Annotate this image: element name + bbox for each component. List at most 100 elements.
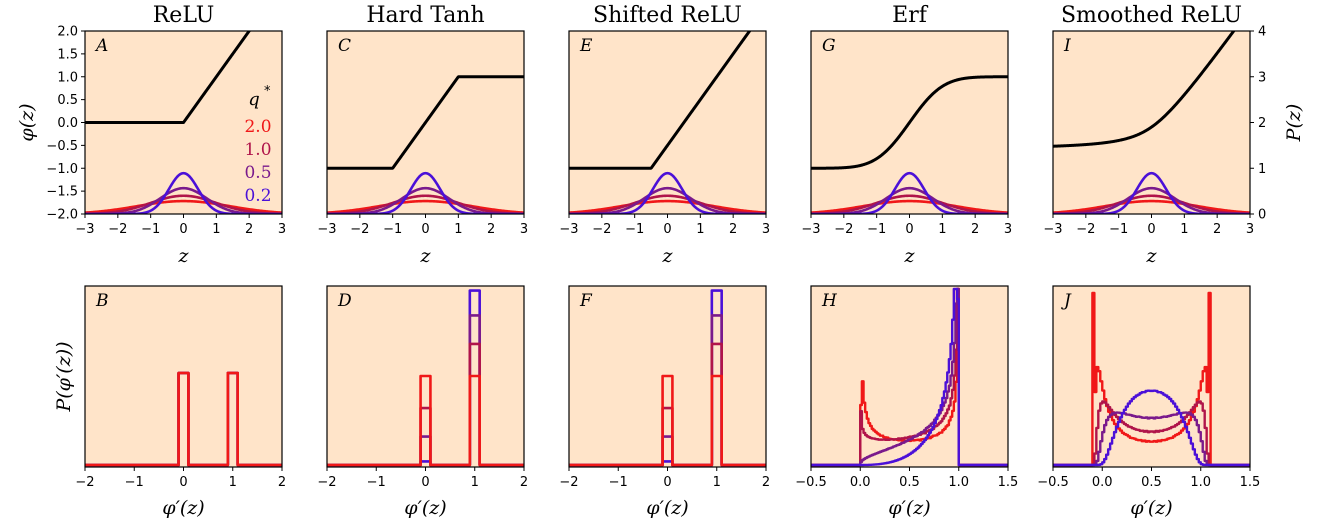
bottom-panel-B-background — [85, 286, 282, 467]
top-panel-I-background — [1053, 31, 1250, 214]
x-tick-label: 1 — [471, 475, 479, 490]
y-tick-label: −1.5 — [46, 185, 78, 200]
x-tick-label: 1.5 — [1240, 475, 1261, 490]
density-curve-q-1.0 — [1053, 194, 1250, 214]
x-tick-label: 2 — [971, 222, 979, 237]
bottom-row-panels: B −2 −1 0 1 2 D −2 −1 0 1 2 F −2 −1 0 1 2 H −0.5 0.0 0.5 1.0 1.… — [75, 285, 1261, 490]
bottom-panel-D: D −2 −1 0 1 2 — [317, 285, 528, 490]
x-tick-label: −1 — [141, 222, 160, 237]
x-tick-label: −1 — [867, 222, 886, 237]
density-curve-q-2.0 — [811, 199, 1008, 214]
density-curve-q-1.0 — [811, 194, 1008, 214]
y-tick-label: 1.0 — [57, 70, 78, 85]
x-tick-label: 1.5 — [998, 475, 1019, 490]
derivative-dist-q-2.0 — [569, 374, 766, 467]
bottom-panel-H-plot — [811, 287, 1008, 467]
x-tick-label: 3 — [1246, 222, 1254, 237]
x-axis-label-bottom-1: φ′(z) — [404, 497, 446, 519]
x-tick-label: 1 — [454, 222, 462, 237]
x-tick-label: −3 — [559, 222, 578, 237]
legend-entry-0.2: 0.2 — [244, 186, 271, 206]
x-tick-label: 3 — [520, 222, 528, 237]
panel-letter-F: F — [579, 291, 593, 311]
panel-letter-D: D — [337, 291, 352, 311]
bottom-panel-D-plot — [327, 289, 524, 467]
x-tick-label: −1 — [383, 222, 402, 237]
column-title-0: ReLU — [153, 3, 215, 28]
x-tick-label: 2 — [1213, 222, 1221, 237]
x-tick-label: 0 — [663, 475, 671, 490]
y-right-tick-label: 3 — [1258, 70, 1266, 85]
x-tick-label: −3 — [75, 222, 94, 237]
legend-entry-1.0: 1.0 — [244, 140, 271, 160]
x-axis-label-bottom-3: φ′(z) — [888, 497, 930, 519]
activation-curve — [569, 31, 752, 170]
x-tick-label: 2 — [278, 475, 286, 490]
density-curve-q-1.0 — [85, 194, 282, 214]
panel-letter-G: G — [822, 36, 836, 56]
derivative-dist-q-2.0 — [327, 374, 524, 467]
x-axis-label-top-1: z — [419, 245, 431, 267]
x-tick-label: 1 — [713, 475, 721, 490]
x-tick-label: −2 — [350, 222, 369, 237]
x-tick-label: −2 — [317, 475, 336, 490]
density-curve-q-0.2 — [85, 171, 282, 214]
x-tick-label: −3 — [1043, 222, 1062, 237]
x-tick-label: 0 — [179, 222, 187, 237]
bottom-panel-J-plot — [1053, 291, 1250, 467]
x-tick-label: −1 — [367, 475, 386, 490]
x-tick-label: 0 — [179, 475, 187, 490]
x-tick-label: −1 — [609, 475, 628, 490]
x-tick-label: −0.5 — [795, 475, 827, 490]
x-axis-label-top-4: z — [1145, 245, 1157, 267]
density-curve-q-2.0 — [327, 199, 524, 214]
top-panel-I: I −3 −2 −1 0 1 2 3 4 3 2 1 0 — [1043, 25, 1266, 238]
x-tick-label: −2 — [559, 475, 578, 490]
panel-letter-B: B — [95, 291, 109, 311]
panel-letter-I: I — [1063, 36, 1071, 56]
axis-labels: z z z z z φ(z) P(z) φ′(z) φ′(z) φ′(z) φ′(z) φ′(z) P(… — [16, 103, 1305, 519]
derivative-dist-q-1.0 — [1053, 400, 1250, 467]
bottom-panel-F-plot — [569, 289, 766, 467]
y-tick-label: 0.0 — [57, 116, 78, 131]
x-tick-label: 1 — [212, 222, 220, 237]
x-tick-label: 0.5 — [899, 475, 920, 490]
x-tick-label: −1 — [125, 475, 144, 490]
activation-curve — [811, 75, 1008, 170]
derivative-dist-q-1.0 — [811, 287, 1008, 467]
x-tick-label: 0.0 — [850, 475, 871, 490]
legend-entry-0.5: 0.5 — [244, 163, 271, 183]
activation-curve — [1053, 31, 1236, 148]
x-axis-label-top-3: z — [903, 245, 915, 267]
y-right-tick-label: 2 — [1258, 116, 1266, 131]
bottom-panel-H: H −0.5 0.0 0.5 1.0 1.5 — [795, 285, 1019, 490]
derivative-dist-q-2.0 — [85, 371, 282, 467]
x-tick-label: 1 — [1180, 222, 1188, 237]
x-tick-label: 1 — [938, 222, 946, 237]
x-tick-label: 2 — [762, 475, 770, 490]
bottom-panel-J: J −0.5 0.0 0.5 1.0 1.5 — [1037, 285, 1261, 490]
legend-title: q — [248, 89, 260, 110]
x-axis-label-top-2: z — [661, 245, 673, 267]
y-right-tick-label: 0 — [1258, 208, 1266, 223]
x-tick-label: 2 — [520, 475, 528, 490]
bottom-panel-B-plot — [85, 371, 282, 467]
x-tick-label: 3 — [278, 222, 286, 237]
x-tick-label: −1 — [625, 222, 644, 237]
y-tick-label: −1.0 — [46, 162, 78, 177]
top-panel-G: G −3 −2 −1 0 1 2 3 — [801, 30, 1012, 237]
top-panel-E: E −3 −2 −1 0 1 2 3 — [559, 30, 770, 237]
x-tick-label: 0 — [421, 475, 429, 490]
y-axis-label-bottom: P(φ′(z)) — [53, 341, 75, 412]
bottom-panel-J-background — [1053, 286, 1250, 467]
panel-letter-A: A — [94, 36, 108, 56]
density-curve-q-2.0 — [1053, 199, 1250, 214]
x-tick-label: −1 — [1109, 222, 1128, 237]
panel-letter-C: C — [338, 36, 351, 56]
x-axis-label-bottom-4: φ′(z) — [1130, 497, 1172, 519]
density-curve-q-0.2 — [569, 171, 766, 214]
x-tick-label: −2 — [834, 222, 853, 237]
y-tick-label: −2.0 — [46, 208, 78, 223]
y-axis-label-top-left: φ(z) — [16, 103, 38, 141]
legend-entry-2.0: 2.0 — [244, 117, 271, 137]
